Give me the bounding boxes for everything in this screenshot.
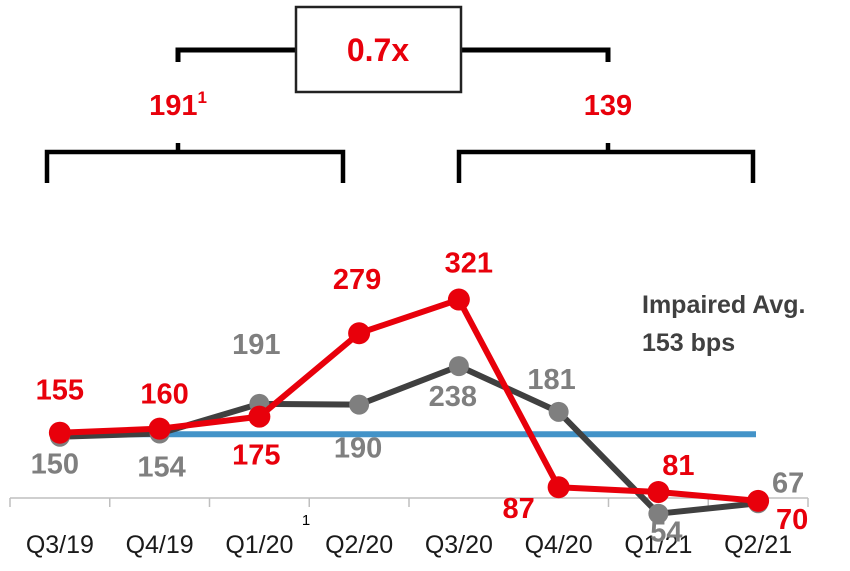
data-label: 190 — [334, 433, 382, 465]
data-label: 81 — [662, 450, 694, 482]
data-point — [48, 421, 71, 444]
x-tick-label: Q4/20 — [525, 531, 593, 559]
data-point — [248, 405, 271, 428]
data-label: 279 — [333, 264, 381, 296]
data-point — [148, 417, 171, 440]
x-tick-label: Q3/19 — [26, 531, 94, 559]
x-tick-label: Q1/21 — [624, 531, 692, 559]
x-tick-label: Q1/20 — [225, 531, 293, 559]
x-tick-label: Q2/21 — [724, 531, 792, 559]
ratio-value: 0.7x — [347, 32, 409, 68]
right-period-value: 139 — [584, 90, 632, 122]
series-line — [59, 296, 759, 504]
ratio-box — [294, 5, 463, 94]
left-period-value: 1911 — [149, 88, 207, 122]
data-point — [548, 401, 569, 422]
impaired-average-label: Impaired Avg. 153 bps — [642, 291, 812, 357]
data-label: 191 — [232, 329, 280, 361]
data-point — [648, 503, 669, 524]
data-point — [647, 481, 670, 504]
data-label: 154 — [137, 451, 185, 483]
data-point — [447, 288, 470, 311]
data-label: 54 — [650, 517, 682, 549]
data-label: 87 — [502, 493, 534, 525]
ratio-connector — [175, 47, 611, 62]
footnote-marker: 1 — [302, 512, 310, 529]
data-label: 70 — [776, 504, 808, 536]
left-period-bracket — [44, 143, 346, 183]
data-point — [747, 489, 770, 512]
left-period-superscript: 1 — [197, 88, 206, 107]
x-axis: Q3/19 Q4/19 Q1/20 Q2/20 Q3/20 Q4/20 Q1/21 Q2/21… — [9, 497, 809, 559]
data-label: 238 — [429, 381, 477, 413]
data-label: 150 — [31, 449, 79, 481]
data-label: 67 — [772, 467, 804, 499]
x-tick-label: Q3/20 — [425, 531, 493, 559]
right-period-bracket — [456, 143, 756, 183]
data-label: 321 — [445, 248, 493, 280]
x-tick-label: Q2/20 — [325, 531, 393, 559]
data-label: 155 — [36, 375, 84, 407]
data-point — [547, 476, 570, 499]
data-label: 160 — [140, 379, 188, 411]
data-point — [348, 322, 371, 345]
x-tick-label: Q4/19 — [126, 531, 194, 559]
data-label: 175 — [232, 440, 280, 472]
data-point — [349, 394, 370, 415]
data-label: 181 — [527, 364, 575, 396]
data-point — [448, 356, 469, 377]
